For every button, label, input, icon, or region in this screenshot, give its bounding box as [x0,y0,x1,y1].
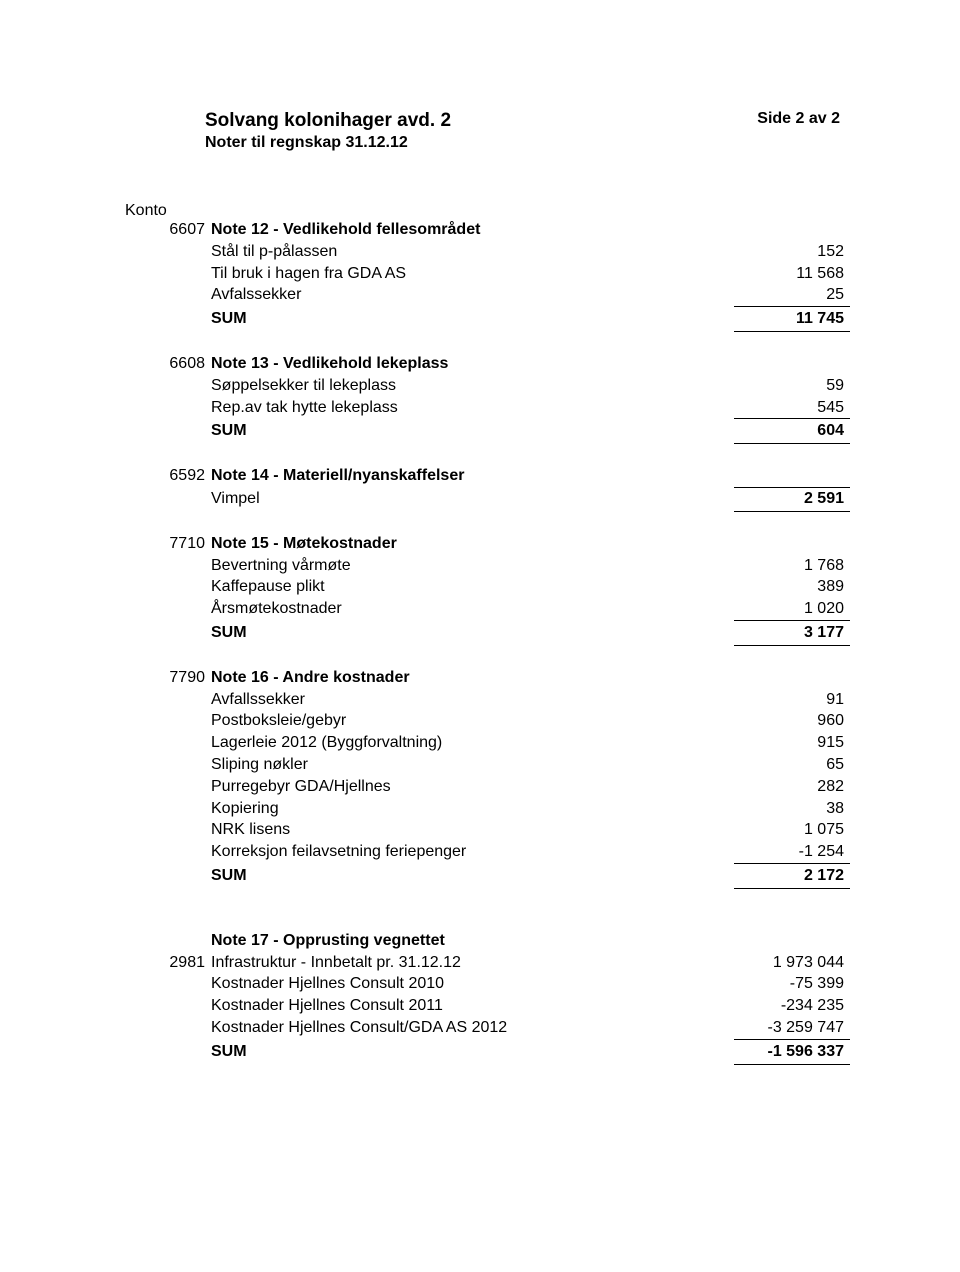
line-label: Årsmøtekostnader [211,599,734,620]
line-amount: 91 [734,689,850,711]
line-label: Avfallssekker [211,690,734,711]
sum-amount: -1 596 337 [734,1040,850,1065]
line-label: Søppelsekker til lekeplass [211,376,734,397]
section-title: Note 17 - Opprusting vegnettet [211,931,734,952]
line-amount: 1 020 [734,598,850,621]
line-label: Kostnader Hjellnes Consult/GDA AS 2012 [211,1018,734,1039]
sum-label: SUM [211,309,734,330]
document-subtitle: Noter til regnskap 31.12.12 [205,134,451,152]
section-title: Note 12 - Vedlikehold fellesområdet [211,220,734,241]
line-label: NRK lisens [211,820,734,841]
line-amount: 2 591 [734,487,850,512]
section-note-17: Note 17 - Opprusting vegnettet 2981 Infr… [125,931,850,1065]
line-label: Korreksjon feilavsetning feriepenger [211,842,734,863]
document-title: Solvang kolonihager avd. 2 [205,110,451,132]
line-label: Postboksleie/gebyr [211,711,734,732]
line-amount: 25 [734,284,850,307]
line-amount: 282 [734,776,850,798]
title-block: Solvang kolonihager avd. 2 Noter til reg… [205,110,451,152]
line-label: Infrastruktur - Innbetalt pr. 31.12.12 [211,953,734,974]
line-amount: -234 235 [734,995,850,1017]
sum-amount: 11 745 [734,307,850,332]
line-amount: 1 973 044 [734,952,850,974]
konto-number: 6607 [125,220,211,241]
line-amount: -3 259 747 [734,1017,850,1040]
sum-label: SUM [211,623,734,644]
line-amount: -1 254 [734,841,850,864]
line-label: Vimpel [211,489,734,510]
konto-column-header: Konto [125,202,850,220]
section-note-12: 6607 Note 12 - Vedlikehold fellesområdet… [125,220,850,332]
line-label: Kostnader Hjellnes Consult 2010 [211,974,734,995]
page-number: Side 2 av 2 [757,110,850,128]
sum-label: SUM [211,421,734,442]
konto-number: 6592 [125,466,211,487]
line-label: Bevertning vårmøte [211,556,734,577]
konto-number: 7710 [125,534,211,555]
section-title: Note 13 - Vedlikehold lekeplass [211,354,734,375]
line-amount: 38 [734,798,850,820]
section-title: Note 16 - Andre kostnader [211,668,734,689]
line-label: Stål til p-pålassen [211,242,734,263]
line-amount: 152 [734,241,850,263]
line-amount: 915 [734,732,850,754]
sum-label: SUM [211,866,734,887]
line-label: Sliping nøkler [211,755,734,776]
line-label: Lagerleie 2012 (Byggforvaltning) [211,733,734,754]
line-amount: 1 075 [734,819,850,841]
line-label: Purregebyr GDA/Hjellnes [211,777,734,798]
line-label: Kaffepause plikt [211,577,734,598]
line-label: Rep.av tak hytte lekeplass [211,398,734,419]
section-note-14: 6592 Note 14 - Materiell/nyanskaffelser … [125,466,850,512]
sum-label: SUM [211,1042,734,1063]
sum-amount: 2 172 [734,864,850,889]
line-label: Kostnader Hjellnes Consult 2011 [211,996,734,1017]
line-amount: 11 568 [734,263,850,285]
line-label: Avfalssekker [211,285,734,306]
section-note-15: 7710 Note 15 - Møtekostnader Bevertning … [125,534,850,646]
line-amount: 389 [734,576,850,598]
section-note-13: 6608 Note 13 - Vedlikehold lekeplass Søp… [125,354,850,444]
line-amount: 545 [734,397,850,420]
konto-number: 7790 [125,668,211,689]
section-title: Note 15 - Møtekostnader [211,534,734,555]
line-label: Kopiering [211,799,734,820]
line-amount: 65 [734,754,850,776]
line-amount: 59 [734,375,850,397]
section-note-16: 7790 Note 16 - Andre kostnader Avfallsse… [125,668,850,889]
line-amount: -75 399 [734,973,850,995]
line-amount: 1 768 [734,555,850,577]
konto-number: 2981 [125,953,211,974]
document-page: Solvang kolonihager avd. 2 Noter til reg… [0,0,960,1272]
sum-amount: 3 177 [734,621,850,646]
line-amount: 960 [734,710,850,732]
section-title: Note 14 - Materiell/nyanskaffelser [211,466,734,487]
line-label: Til bruk i hagen fra GDA AS [211,264,734,285]
document-header: Solvang kolonihager avd. 2 Noter til reg… [205,110,850,152]
konto-number: 6608 [125,354,211,375]
sum-amount: 604 [734,419,850,444]
